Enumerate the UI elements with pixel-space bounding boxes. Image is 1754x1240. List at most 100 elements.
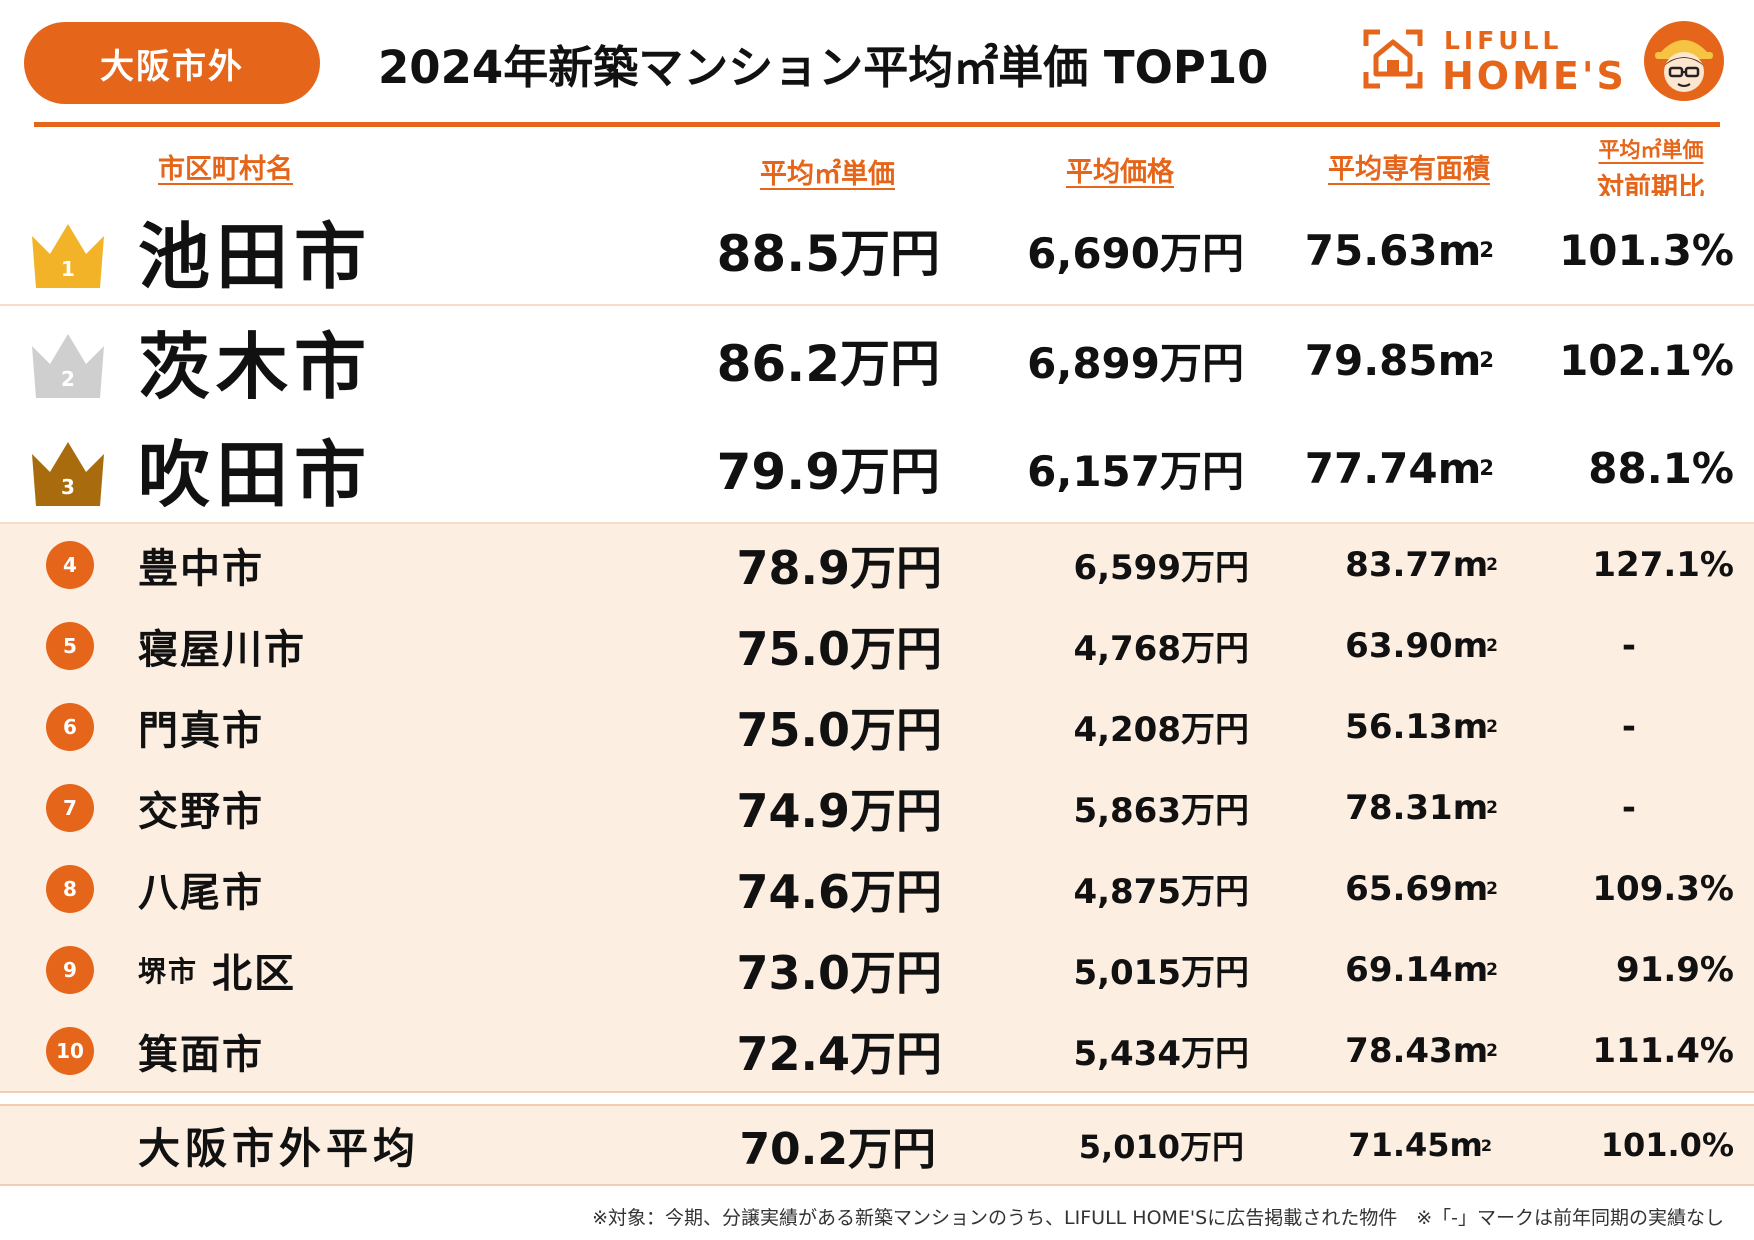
row-area-value: 75.63 — [1304, 225, 1438, 275]
row-avg-price: 5,863万円 — [1073, 791, 1249, 831]
rank-badge: 7 — [46, 784, 94, 832]
row-ratio: - — [1621, 706, 1636, 747]
row-name-text: 豊中市 — [138, 545, 264, 592]
crown-icon: 1 — [32, 224, 104, 288]
row-name: 豊中市 — [138, 524, 264, 605]
row-area-value: 83.77 — [1345, 544, 1453, 585]
table-row: 7 交野市 74.9万円 5,863万円 78.31 m 2 - — [0, 767, 1754, 850]
row-avg-price: 6,599万円 — [1073, 548, 1249, 588]
row-avg-price: 4,875万円 — [1073, 872, 1249, 912]
row-unit-price: 72.4万円 — [736, 1026, 943, 1081]
area-unit-sup: 2 — [1480, 1135, 1492, 1155]
row-name: 堺市 北区 — [138, 929, 296, 1010]
area-unit-sup: 2 — [1486, 1040, 1498, 1061]
row-name-text: 八尾市 — [138, 869, 264, 916]
column-header-unit-price: 平均㎡単価 — [760, 159, 895, 190]
row-ratio: - — [1621, 787, 1636, 828]
row-name-text: 北区 — [212, 950, 297, 997]
row-unit-price: 79.9万円 — [716, 443, 940, 501]
area-unit-sup: 2 — [1479, 238, 1494, 262]
crown-icon: 2 — [32, 334, 104, 398]
row-avg-price: 4,768万円 — [1073, 629, 1249, 669]
row-unit-price: 78.9万円 — [736, 540, 943, 595]
row-name-text: 箕面市 — [138, 1031, 264, 1078]
page-title: 2024年新築マンション平均㎡単価 TOP10 — [378, 40, 1269, 94]
row-area: 83.77 m 2 — [1345, 524, 1498, 605]
row-name-text: 池田市 — [138, 214, 373, 299]
rank-number: 1 — [61, 257, 75, 281]
header-divider — [34, 122, 1720, 127]
row-unit-price: 88.5万円 — [716, 225, 940, 283]
row-unit-price: 74.9万円 — [736, 783, 943, 838]
row-area: 65.69 m 2 — [1345, 848, 1498, 929]
column-header-avg-price: 平均価格 — [1066, 157, 1174, 188]
average-row: 大阪市外平均 70.2万円 5,010万円 71.45 m 2 101.0% — [0, 1104, 1754, 1186]
row-name: 池田市 — [138, 196, 372, 304]
row-name: 寝屋川市 — [138, 605, 306, 686]
rank-badge: 8 — [46, 865, 94, 913]
table-row: 4 豊中市 78.9万円 6,599万円 83.77 m 2 127.1% — [0, 524, 1754, 607]
area-unit: m — [1452, 625, 1489, 666]
average-unit-price: 70.2万円 — [739, 1124, 936, 1175]
row-ratio: 127.1% — [1592, 544, 1734, 585]
area-unit: m — [1437, 335, 1482, 385]
row-avg-price: 6,157万円 — [1027, 446, 1244, 496]
row-ratio: 109.3% — [1592, 868, 1734, 909]
crown-icon: 3 — [32, 442, 104, 506]
row-area: 79.85 m 2 — [1305, 306, 1494, 414]
row-area: 56.13 m 2 — [1345, 686, 1498, 767]
area-unit-sup: 2 — [1486, 878, 1498, 899]
rank-badge: 10 — [46, 1027, 94, 1075]
area-unit-sup: 2 — [1486, 959, 1498, 980]
row-area-value: 69.14 — [1345, 949, 1453, 990]
row-name: 茨木市 — [138, 306, 372, 414]
row-area-value: 78.43 — [1345, 1030, 1453, 1071]
row-ratio: 91.9% — [1616, 949, 1734, 990]
row-area: 77.74 m 2 — [1305, 414, 1494, 522]
row-name-text: 寝屋川市 — [138, 626, 306, 673]
table-row: 9 堺市 北区 73.0万円 5,015万円 69.14 m 2 91.9% — [0, 929, 1754, 1012]
row-name: 八尾市 — [138, 848, 264, 929]
row-unit-price: 73.0万円 — [736, 945, 943, 1000]
area-unit: m — [1449, 1126, 1483, 1164]
area-unit: m — [1437, 443, 1482, 493]
area-unit: m — [1452, 1030, 1489, 1071]
area-unit: m — [1452, 868, 1489, 909]
area-unit-sup: 2 — [1479, 348, 1494, 372]
area-unit-sup: 2 — [1486, 716, 1498, 737]
row-name: 箕面市 — [138, 1010, 264, 1091]
row-area: 78.31 m 2 — [1345, 767, 1498, 848]
mascot-avatar — [1644, 21, 1724, 101]
row-area-value: 79.85 — [1304, 335, 1438, 385]
table-row: 2 茨木市 86.2万円 6,899万円 79.85 m 2 102.1% — [0, 306, 1754, 416]
logo-text-homes: HOME'S — [1442, 54, 1627, 98]
row-avg-price: 4,208万円 — [1073, 710, 1249, 750]
row-name-text: 門真市 — [138, 707, 264, 754]
average-area-value: 71.45 — [1348, 1126, 1450, 1164]
row-name-prefix: 堺市 — [138, 954, 199, 988]
house-logo-icon — [1363, 29, 1423, 89]
column-header-avg-area: 平均専有面積 — [1328, 154, 1490, 185]
row-ratio: 111.4% — [1592, 1030, 1734, 1071]
table-row: 1 池田市 88.5万円 6,690万円 75.63 m 2 101.3% — [0, 196, 1754, 306]
row-name: 吹田市 — [138, 414, 372, 522]
region-badge: 大阪市外 — [24, 22, 320, 104]
area-unit-sup: 2 — [1486, 635, 1498, 656]
row-avg-price: 6,690万円 — [1027, 228, 1244, 278]
column-header-ratio: 平均㎡単価 対前期比 — [1576, 134, 1726, 205]
rank-badge: 4 — [46, 541, 94, 589]
area-unit-sup: 2 — [1479, 456, 1494, 480]
table-row: 8 八尾市 74.6万円 4,875万円 65.69 m 2 109.3% — [0, 848, 1754, 931]
row-area-value: 56.13 — [1345, 706, 1453, 747]
row-unit-price: 75.0万円 — [736, 702, 943, 757]
row-area-value: 65.69 — [1345, 868, 1453, 909]
column-header-name: 市区町村名 — [158, 154, 293, 185]
row-ratio: 101.3% — [1559, 225, 1734, 275]
table-row: 6 門真市 75.0万円 4,208万円 56.13 m 2 - — [0, 686, 1754, 769]
column-header-ratio-line1: 平均㎡単価 — [1598, 138, 1704, 162]
logo-text-lifull: LIFULL — [1444, 26, 1563, 55]
area-unit: m — [1452, 787, 1489, 828]
row-name-text: 交野市 — [138, 788, 264, 835]
row-area-value: 77.74 — [1304, 443, 1438, 493]
area-unit: m — [1452, 544, 1489, 585]
